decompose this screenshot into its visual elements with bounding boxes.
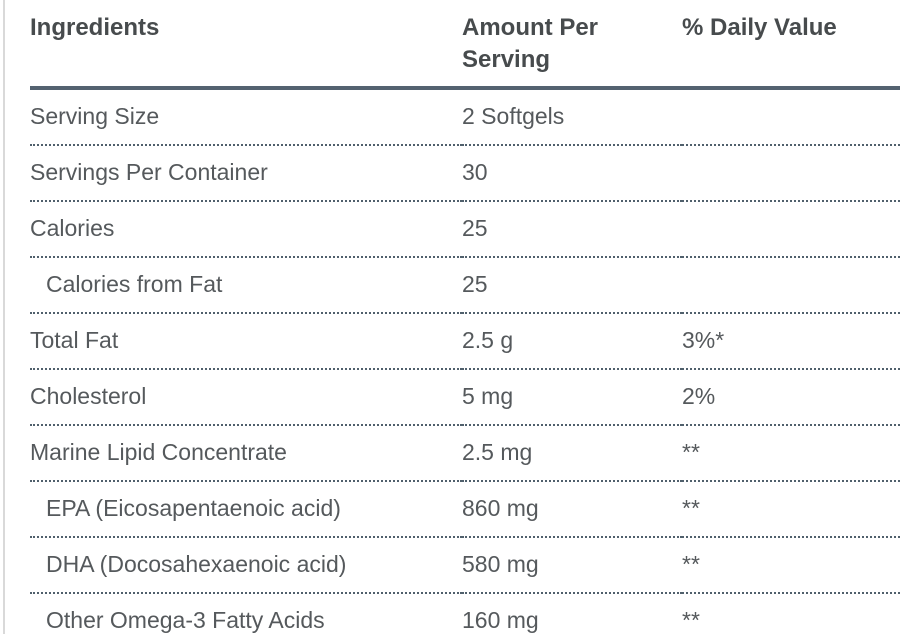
- ingredient-cell: Marine Lipid Concentrate: [30, 425, 462, 482]
- ingredient-cell: Calories from Fat: [30, 257, 462, 314]
- daily-value-cell: **: [682, 537, 900, 594]
- amount-cell: 580 mg: [462, 537, 682, 594]
- ingredients-table: Ingredients Amount Per Serving % Daily V…: [30, 0, 900, 634]
- daily-value-cell: 2%: [682, 369, 900, 426]
- ingredient-cell: Calories: [30, 201, 462, 258]
- page-left-divider: [3, 0, 5, 634]
- daily-value-cell: 3%*: [682, 313, 900, 370]
- amount-cell: 2.5 g: [462, 313, 682, 370]
- table-row: Cholesterol 5 mg 2%: [30, 369, 900, 426]
- table-row: Calories from Fat 25: [30, 257, 900, 314]
- table-row: Total Fat 2.5 g 3%*: [30, 313, 900, 370]
- daily-value-cell: **: [682, 481, 900, 538]
- amount-cell: 860 mg: [462, 481, 682, 538]
- ingredients-table-body: Serving Size 2 Softgels Servings Per Con…: [30, 88, 900, 634]
- amount-cell: 25: [462, 257, 682, 314]
- ingredient-cell: Cholesterol: [30, 369, 462, 426]
- daily-value-cell: [682, 201, 900, 258]
- daily-value-cell: **: [682, 593, 900, 634]
- supplement-facts-panel: Ingredients Amount Per Serving % Daily V…: [30, 0, 900, 634]
- col-header-daily-value: % Daily Value: [682, 0, 900, 90]
- table-row: Calories 25: [30, 201, 900, 258]
- table-row: Other Omega-3 Fatty Acids 160 mg **: [30, 593, 900, 634]
- table-row: DHA (Docosahexaenoic acid) 580 mg **: [30, 537, 900, 594]
- daily-value-cell: **: [682, 425, 900, 482]
- amount-cell: 25: [462, 201, 682, 258]
- table-row: EPA (Eicosapentaenoic acid) 860 mg **: [30, 481, 900, 538]
- header-row: Ingredients Amount Per Serving % Daily V…: [30, 0, 900, 90]
- ingredient-cell: Serving Size: [30, 88, 462, 146]
- ingredient-cell: Other Omega-3 Fatty Acids: [30, 593, 462, 634]
- amount-cell: 2 Softgels: [462, 88, 682, 146]
- col-header-amount-per-serving: Amount Per Serving: [462, 0, 682, 90]
- amount-cell: 5 mg: [462, 369, 682, 426]
- amount-cell: 2.5 mg: [462, 425, 682, 482]
- table-row: Serving Size 2 Softgels: [30, 88, 900, 146]
- ingredients-table-header: Ingredients Amount Per Serving % Daily V…: [30, 0, 900, 90]
- ingredient-cell: EPA (Eicosapentaenoic acid): [30, 481, 462, 538]
- daily-value-cell: [682, 88, 900, 146]
- ingredient-cell: Total Fat: [30, 313, 462, 370]
- daily-value-cell: [682, 257, 900, 314]
- daily-value-cell: [682, 145, 900, 202]
- ingredient-cell: DHA (Docosahexaenoic acid): [30, 537, 462, 594]
- ingredient-cell: Servings Per Container: [30, 145, 462, 202]
- table-row: Marine Lipid Concentrate 2.5 mg **: [30, 425, 900, 482]
- col-header-ingredients: Ingredients: [30, 0, 462, 90]
- amount-cell: 160 mg: [462, 593, 682, 634]
- table-row: Servings Per Container 30: [30, 145, 900, 202]
- amount-cell: 30: [462, 145, 682, 202]
